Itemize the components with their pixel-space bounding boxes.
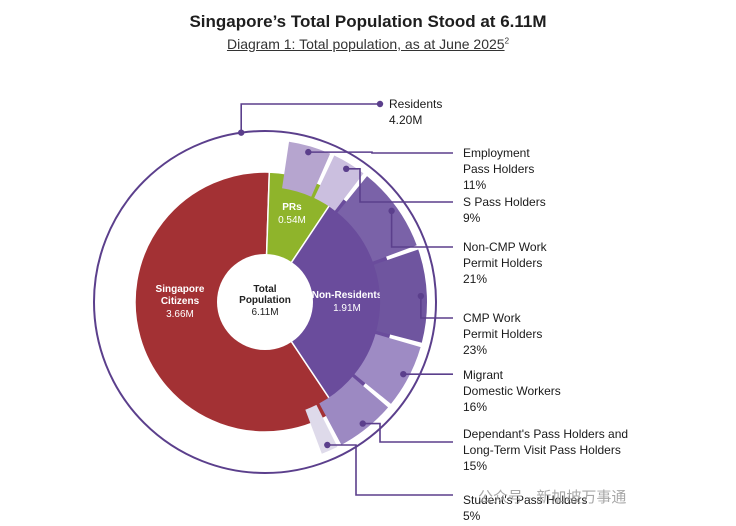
- breakdown-label-5-line-1: Migrant: [463, 368, 504, 382]
- breakdown-segment-7: [305, 404, 338, 454]
- non-residents-value: 1.91M: [333, 303, 361, 314]
- non-residents-label: Non-Residents: [312, 290, 383, 301]
- breakdown-label-7-line-1: Student's Pass Holders: [463, 493, 587, 507]
- residents-outer-ring: [93, 130, 437, 474]
- breakdown-marker-4: [417, 292, 425, 300]
- breakdown-label-6-line-1: Dependant's Pass Holders and: [463, 427, 628, 441]
- chart-subtitle: Diagram 1: Total population, as at June …: [0, 36, 736, 52]
- residents-leader: [240, 103, 380, 133]
- prs-value: 0.54M: [278, 215, 306, 226]
- breakdown-segment-3: [337, 176, 417, 262]
- breakdown-label-3-line-2: Permit Holders: [463, 256, 542, 270]
- breakdown-marker-5: [400, 370, 407, 378]
- breakdown-label-5-line-2: Domestic Workers: [463, 384, 561, 398]
- callout-labels: Residents 4.20M Employment Pass Holders 11% S…: [238, 97, 628, 523]
- breakdown-label-3-line-1: Non-CMP Work: [463, 240, 548, 254]
- residents-end-marker: [376, 100, 384, 108]
- breakdown-leader-4: [420, 296, 453, 319]
- breakdown-leader-6: [362, 422, 453, 443]
- subtitle-text: Diagram 1: Total population, as at June …: [226, 36, 505, 52]
- citizens-label-2: Citizens: [161, 296, 200, 307]
- residents-value: 4.20M: [389, 113, 422, 127]
- breakdown-marker-6: [359, 420, 366, 427]
- breakdown-segment-1: [282, 141, 331, 197]
- watermark-text: 公众号 · 新加坡万事通: [478, 489, 627, 506]
- breakdown-value-3: 21%: [463, 272, 487, 286]
- breakdown-value-4: 23%: [463, 343, 487, 357]
- breakdown-label-2-line-1: S Pass Holders: [463, 195, 546, 209]
- breakdown-value-7: 5%: [463, 509, 481, 523]
- prs-label: PRs: [282, 202, 302, 213]
- breakdown-segment-4: [373, 249, 427, 343]
- center-value: 6.11M: [251, 307, 278, 318]
- breakdown-leader-7: [327, 444, 453, 496]
- breakdown-value-5: 16%: [463, 400, 487, 414]
- breakdown-segment-6: [319, 376, 389, 445]
- breakdown-label-1-line-2: Pass Holders: [463, 162, 534, 176]
- breakdown-leader-1: [308, 151, 453, 154]
- breakdown-label-6-line-2: Long-Term Visit Pass Holders: [463, 443, 621, 457]
- non-resident-breakdown-ring: [282, 141, 427, 454]
- center-label-population: Population: [239, 295, 291, 306]
- breakdown-marker-3: [388, 207, 395, 215]
- breakdown-leader-3: [390, 210, 453, 248]
- breakdown-value-6: 15%: [463, 459, 487, 473]
- center-circle: [217, 254, 313, 350]
- subtitle-footnote-mark: 2: [504, 36, 510, 46]
- breakdown-marker-1: [305, 148, 312, 156]
- citizens-label-1: Singapore: [156, 284, 205, 295]
- residents-label: Residents: [389, 97, 442, 111]
- breakdown-label-4-line-2: Permit Holders: [463, 327, 542, 341]
- breakdown-label-1-line-1: Employment: [463, 146, 530, 160]
- breakdown-leader-2: [346, 168, 453, 203]
- citizens-value: 3.66M: [166, 309, 194, 320]
- breakdown-value-2: 9%: [463, 211, 481, 225]
- breakdown-marker-7: [324, 441, 331, 449]
- center-label-total: Total: [253, 284, 276, 295]
- breakdown-label-4-line-1: CMP Work: [463, 311, 522, 325]
- breakdown-segment-5: [354, 333, 421, 404]
- chart-title: Singapore’s Total Population Stood at 6.…: [189, 12, 547, 31]
- breakdown-marker-2: [343, 165, 350, 173]
- breakdown-value-1: 11%: [463, 178, 486, 192]
